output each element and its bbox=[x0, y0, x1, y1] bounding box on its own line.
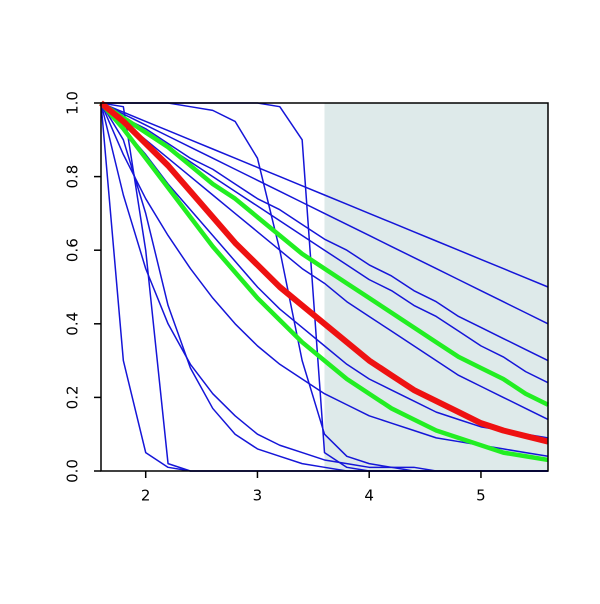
series-line bbox=[100, 102, 549, 421]
y-tick-label: 0.6 bbox=[64, 238, 82, 262]
series-line bbox=[100, 102, 549, 288]
x-tick-label: 2 bbox=[141, 487, 151, 505]
y-tick-label: 0.0 bbox=[64, 459, 82, 483]
series-line bbox=[100, 102, 549, 362]
plot-box bbox=[100, 102, 549, 472]
series-line bbox=[99, 100, 549, 445]
x-tick-label: 5 bbox=[476, 487, 486, 505]
x-tick-label: 3 bbox=[253, 487, 263, 505]
y-tick-label: 0.2 bbox=[64, 385, 82, 409]
series-line bbox=[100, 102, 549, 439]
series-line bbox=[99, 101, 549, 463]
y-tick-label: 0.8 bbox=[64, 165, 82, 189]
series-line bbox=[99, 101, 549, 407]
series-line bbox=[100, 102, 549, 325]
y-tick-label: 0.4 bbox=[64, 312, 82, 336]
y-tick-label: 1.0 bbox=[64, 91, 82, 115]
shaded-region bbox=[324, 103, 548, 471]
x-tick-label: 4 bbox=[364, 487, 374, 505]
